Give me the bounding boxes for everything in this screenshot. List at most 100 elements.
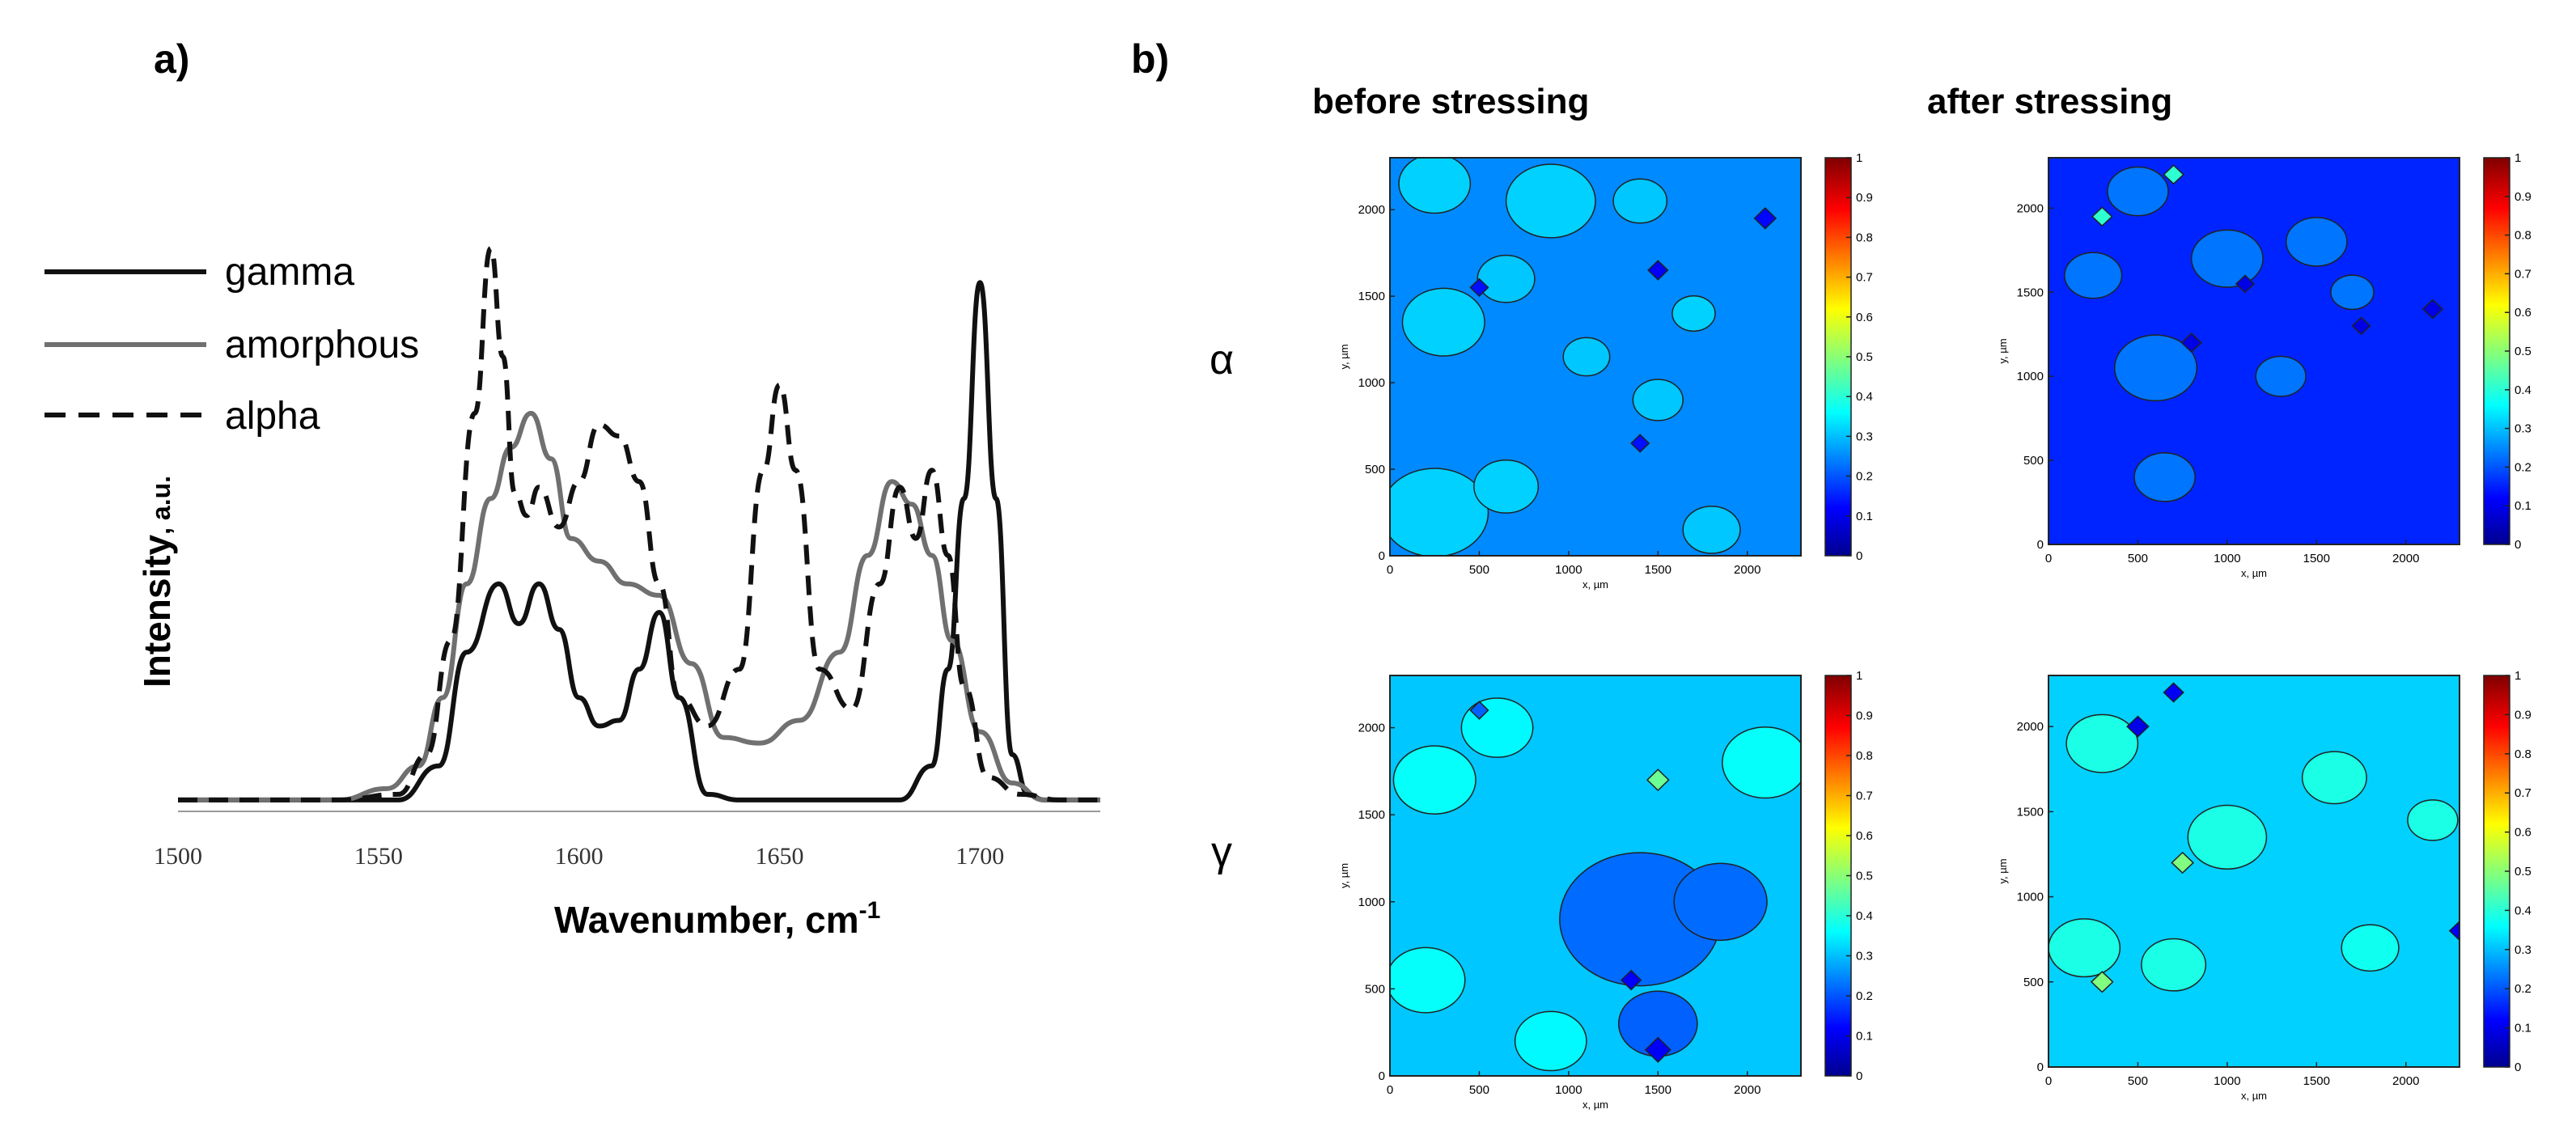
contour-spot: [1644, 1036, 1671, 1063]
y-tick-label: 500: [2023, 976, 2044, 989]
y-tick-label: 1000: [1358, 376, 1385, 390]
colorbar-tick-label: 0.6: [1856, 829, 1873, 843]
x-tick-label: 500: [2128, 1074, 2148, 1088]
contour-region: [1682, 506, 1741, 554]
x-tick-label: 0: [2045, 1074, 2052, 1088]
row-label-alpha: α: [1210, 337, 1234, 383]
map-y-axis-label: y, µm: [1338, 863, 1350, 888]
x-tick-label: 1500: [2303, 1074, 2330, 1088]
contour-region: [1632, 379, 1684, 421]
contour-region: [2330, 274, 2375, 311]
map-y-axis-label: y, µm: [1997, 858, 2009, 883]
contour-spot: [1469, 277, 1489, 298]
colorbar-tick-label: 0.7: [1856, 271, 1873, 285]
map-x-axis-label: x, µm: [1582, 578, 1608, 591]
colorbar-tick-label: 0.9: [2515, 190, 2532, 204]
colorbar-tick-label: 0.3: [1856, 430, 1873, 443]
contour-spot: [2090, 971, 2114, 993]
colorbar-tick-label: 0.2: [2515, 982, 2532, 996]
colorbar-tick-label: 0.5: [1856, 870, 1873, 883]
spectrum-plot: 1500 1550 1600 1650 1700: [154, 246, 1100, 870]
row-label-gamma: γ: [1211, 828, 1232, 875]
map-x-axis-label: x, µm: [1582, 1099, 1608, 1111]
y-tick-label: 1000: [1358, 896, 1385, 909]
panel-b-label: b): [1131, 36, 1169, 82]
colorbar-tick-label: 0.9: [2515, 708, 2532, 722]
y-tick-label: 1000: [2017, 891, 2044, 904]
colorbar-tick-label: 0.7: [1856, 790, 1873, 803]
colorbar-tick-label: 1: [1856, 151, 1862, 165]
contour-region: [1505, 163, 1596, 239]
y-label-main: Intensity: [136, 534, 178, 688]
legend-amorphous-label: amorphous: [225, 324, 419, 366]
colorbar-tick-label: 0.6: [1856, 311, 1873, 324]
colorbar-tick-label: 1: [2515, 151, 2521, 165]
contour-region: [2065, 713, 2139, 773]
series-line-alpha: [178, 246, 1100, 802]
colorbar-tick-label: 0.8: [2515, 747, 2532, 761]
contour-spot: [2351, 316, 2371, 336]
x-tick-label: 500: [1469, 1083, 1489, 1097]
x-tick-label: 1000: [1555, 1083, 1582, 1097]
colorbar-tick-label: 0.4: [1856, 390, 1873, 404]
contour-spot: [1620, 969, 1642, 991]
x-tick-label: 1550: [354, 843, 403, 870]
column-title-before: before stressing: [1312, 82, 1589, 121]
map-x-axis-label: x, µm: [2241, 1090, 2267, 1102]
colorbar-tick-label: 0.1: [1856, 510, 1873, 523]
colorbar-tick-label: 0.2: [2515, 460, 2532, 474]
contour-region: [2190, 229, 2264, 288]
contour-map-2: 0 500 1000 1500 2000 0 500 1000 1500 2000 x, µm y, …: [1997, 151, 2532, 579]
y-tick-label: 1500: [2017, 286, 2044, 299]
contour-spot: [2180, 332, 2202, 354]
spectrum-lines: [178, 246, 1100, 802]
colorbar-tick-label: 0.2: [1856, 470, 1873, 484]
map-frame: [1389, 157, 1802, 557]
contour-spot: [1469, 701, 1489, 720]
map-patches: [2049, 682, 2459, 993]
x-tick-label: 1600: [555, 843, 604, 870]
contour-spot: [2421, 299, 2444, 320]
contour-region: [2107, 166, 2169, 217]
map-frame: [1389, 675, 1802, 1077]
y-tick-label: 2000: [2017, 201, 2044, 215]
contour-region: [2113, 334, 2198, 402]
contour-region: [1671, 294, 1716, 332]
contour-spot: [2235, 274, 2256, 294]
colorbar-tick-label: 0.3: [2515, 422, 2532, 436]
x-tick-label: 1500: [1645, 563, 1671, 577]
contour-map-4: 0 500 1000 1500 2000 0 500 1000 1500 2000 x, µm y, …: [1997, 669, 2532, 1102]
colorbar-tick-label: 0.6: [2515, 826, 2532, 840]
x-tick-label: 1700: [955, 843, 1004, 870]
colorbar-tick-label: 0: [2515, 538, 2521, 552]
x-tick-label: 500: [2128, 552, 2148, 565]
colorbar-tick-label: 0.3: [1856, 950, 1873, 963]
y-tick-label: 500: [2023, 454, 2044, 468]
y-tick-label: 0: [1379, 1069, 1385, 1083]
y-tick-label: 1500: [1358, 808, 1385, 822]
contour-region: [2133, 452, 2196, 502]
colorbar-tick-label: 0.5: [2515, 345, 2532, 358]
x-tick-label: 0: [2045, 552, 2052, 565]
contour-spot: [2448, 921, 2459, 942]
y-tick-label: 500: [1365, 982, 1385, 996]
x-tick-label: 2000: [2392, 552, 2419, 565]
contour-region: [2301, 751, 2367, 805]
contour-region: [1612, 178, 1668, 224]
spectrum-x-ticks: 1500 1550 1600 1650 1700: [154, 843, 1004, 870]
contour-region: [1390, 946, 1466, 1014]
contour-region: [1398, 158, 1472, 214]
contour-region: [1562, 337, 1611, 377]
contour-region: [1473, 459, 1540, 514]
contour-region: [1460, 697, 1534, 758]
contour-spot: [2126, 715, 2150, 738]
contour-spot: [2091, 206, 2113, 227]
colorbar-tick-label: 0: [2515, 1061, 2521, 1074]
spectrum-y-axis-label: Intensity, a.u.: [136, 476, 178, 688]
x-tick-label: 1500: [1645, 1083, 1671, 1097]
colorbar-tick-label: 0.3: [2515, 943, 2532, 957]
contour-map-3: 0 500 1000 1500 2000 0 500 1000 1500 2000 x, µm y, …: [1338, 669, 1873, 1111]
colorbar-tick-label: 0.4: [2515, 383, 2532, 397]
